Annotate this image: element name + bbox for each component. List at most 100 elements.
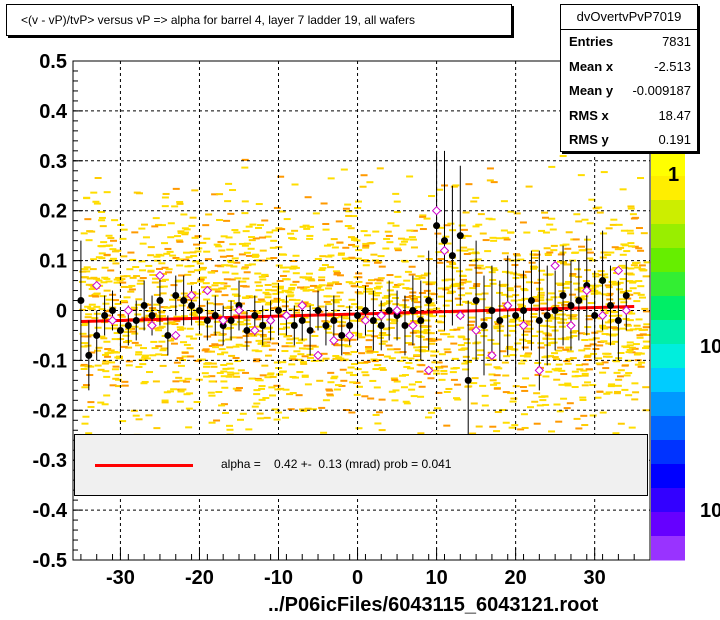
density-cell: [304, 196, 312, 199]
density-cell: [273, 206, 281, 209]
density-cell: [189, 299, 197, 302]
density-cell: [412, 329, 420, 332]
density-cell: [79, 280, 87, 283]
density-cell: [619, 290, 627, 293]
open-marker: [155, 270, 165, 281]
density-cell: [626, 329, 634, 332]
profile-point: [527, 297, 535, 305]
density-cell: [569, 314, 577, 317]
density-cell: [481, 292, 489, 295]
density-cell: [408, 343, 416, 346]
density-cell: [257, 417, 265, 420]
density-cell: [404, 270, 412, 273]
density-cell: [501, 361, 509, 364]
density-cell: [132, 266, 140, 269]
profile-point: [164, 331, 172, 339]
density-cell: [356, 292, 364, 295]
density-cell: [125, 364, 133, 367]
density-cell: [588, 284, 596, 287]
density-cell: [147, 254, 155, 257]
density-cell: [336, 320, 344, 323]
density-cell: [120, 255, 128, 258]
density-cell: [622, 346, 630, 349]
density-cell: [305, 272, 313, 275]
density-cell: [489, 282, 497, 285]
density-cell: [547, 292, 555, 295]
density-cell: [399, 351, 407, 354]
density-cell: [229, 243, 237, 246]
density-cell: [206, 309, 214, 312]
density-cell: [433, 407, 441, 410]
density-cell: [327, 177, 335, 180]
density-cell: [242, 371, 250, 374]
density-cell: [458, 224, 466, 227]
density-cell: [362, 290, 370, 293]
density-cell: [586, 251, 594, 254]
density-cell: [375, 318, 383, 321]
density-cell: [617, 246, 625, 249]
palette-cell: [651, 176, 685, 201]
density-cell: [638, 329, 646, 332]
density-cell: [245, 428, 253, 431]
density-cell: [379, 302, 387, 305]
density-cell: [562, 348, 570, 351]
density-cell: [638, 296, 646, 299]
density-cell: [100, 281, 108, 284]
density-cell: [490, 267, 498, 270]
density-cell: [278, 228, 286, 231]
density-cell: [366, 351, 374, 354]
density-cell: [256, 412, 264, 415]
open-marker: [123, 305, 134, 316]
density-cell: [508, 426, 516, 429]
density-cell: [205, 325, 213, 328]
density-cell: [550, 249, 558, 252]
density-cell: [194, 292, 202, 295]
density-cell: [181, 227, 189, 230]
density-cell: [294, 305, 302, 308]
density-cell: [393, 210, 401, 213]
density-cell: [501, 270, 509, 273]
density-cell: [149, 273, 157, 276]
density-cell: [88, 308, 96, 311]
density-cell: [301, 375, 309, 378]
density-cell: [252, 254, 260, 257]
density-cell: [292, 254, 300, 257]
density-cell: [182, 380, 190, 383]
palette-label: 10: [700, 336, 720, 358]
density-cell: [261, 273, 269, 276]
density-cell: [524, 339, 532, 342]
density-cell: [520, 413, 528, 416]
density-cell: [583, 238, 591, 241]
density-cell: [621, 364, 629, 367]
density-cell: [81, 386, 89, 389]
density-cell: [358, 336, 366, 339]
density-cell: [267, 330, 275, 333]
density-cell: [223, 219, 231, 222]
density-cell: [553, 316, 561, 319]
density-cell: [517, 303, 525, 306]
density-cell: [319, 267, 327, 270]
density-cell: [566, 314, 574, 317]
density-cell: [133, 275, 141, 278]
density-cell: [564, 362, 572, 365]
density-cell: [405, 341, 413, 344]
density-cell: [629, 213, 637, 216]
density-cell: [209, 362, 217, 365]
density-cell: [426, 313, 434, 316]
density-cell: [89, 334, 97, 337]
density-cell: [225, 264, 233, 267]
density-cell: [484, 250, 492, 253]
density-cell: [333, 344, 341, 347]
fit-legend-line: [95, 464, 193, 467]
density-cell: [537, 278, 545, 281]
density-cell: [623, 250, 631, 253]
density-cell: [226, 255, 234, 258]
density-cell: [611, 310, 619, 313]
density-cell: [365, 346, 373, 349]
density-cell: [605, 294, 613, 297]
density-cell: [258, 300, 266, 303]
density-cell: [601, 293, 609, 296]
density-cell: [348, 298, 356, 301]
density-cell: [134, 313, 142, 316]
density-cell: [323, 244, 331, 247]
